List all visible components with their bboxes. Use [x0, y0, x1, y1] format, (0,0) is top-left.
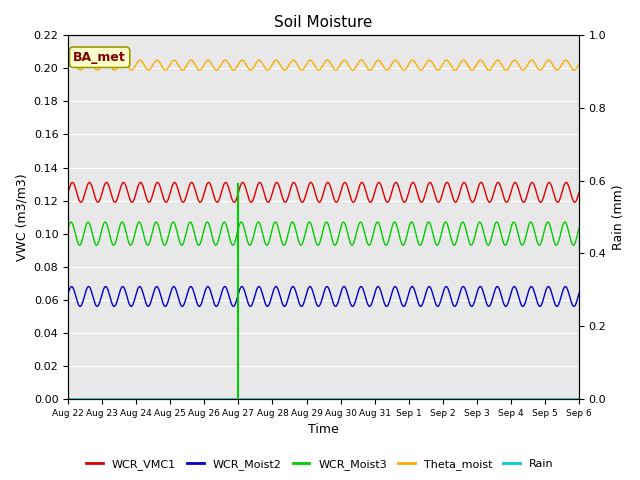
Legend: WCR_VMC1, WCR_Moist2, WCR_Moist3, Theta_moist, Rain: WCR_VMC1, WCR_Moist2, WCR_Moist3, Theta_…	[82, 455, 558, 474]
Title: Soil Moisture: Soil Moisture	[275, 15, 372, 30]
Y-axis label: VWC (m3/m3): VWC (m3/m3)	[15, 173, 28, 261]
Y-axis label: Rain (mm): Rain (mm)	[612, 184, 625, 250]
Text: BA_met: BA_met	[73, 51, 126, 64]
X-axis label: Time: Time	[308, 423, 339, 436]
